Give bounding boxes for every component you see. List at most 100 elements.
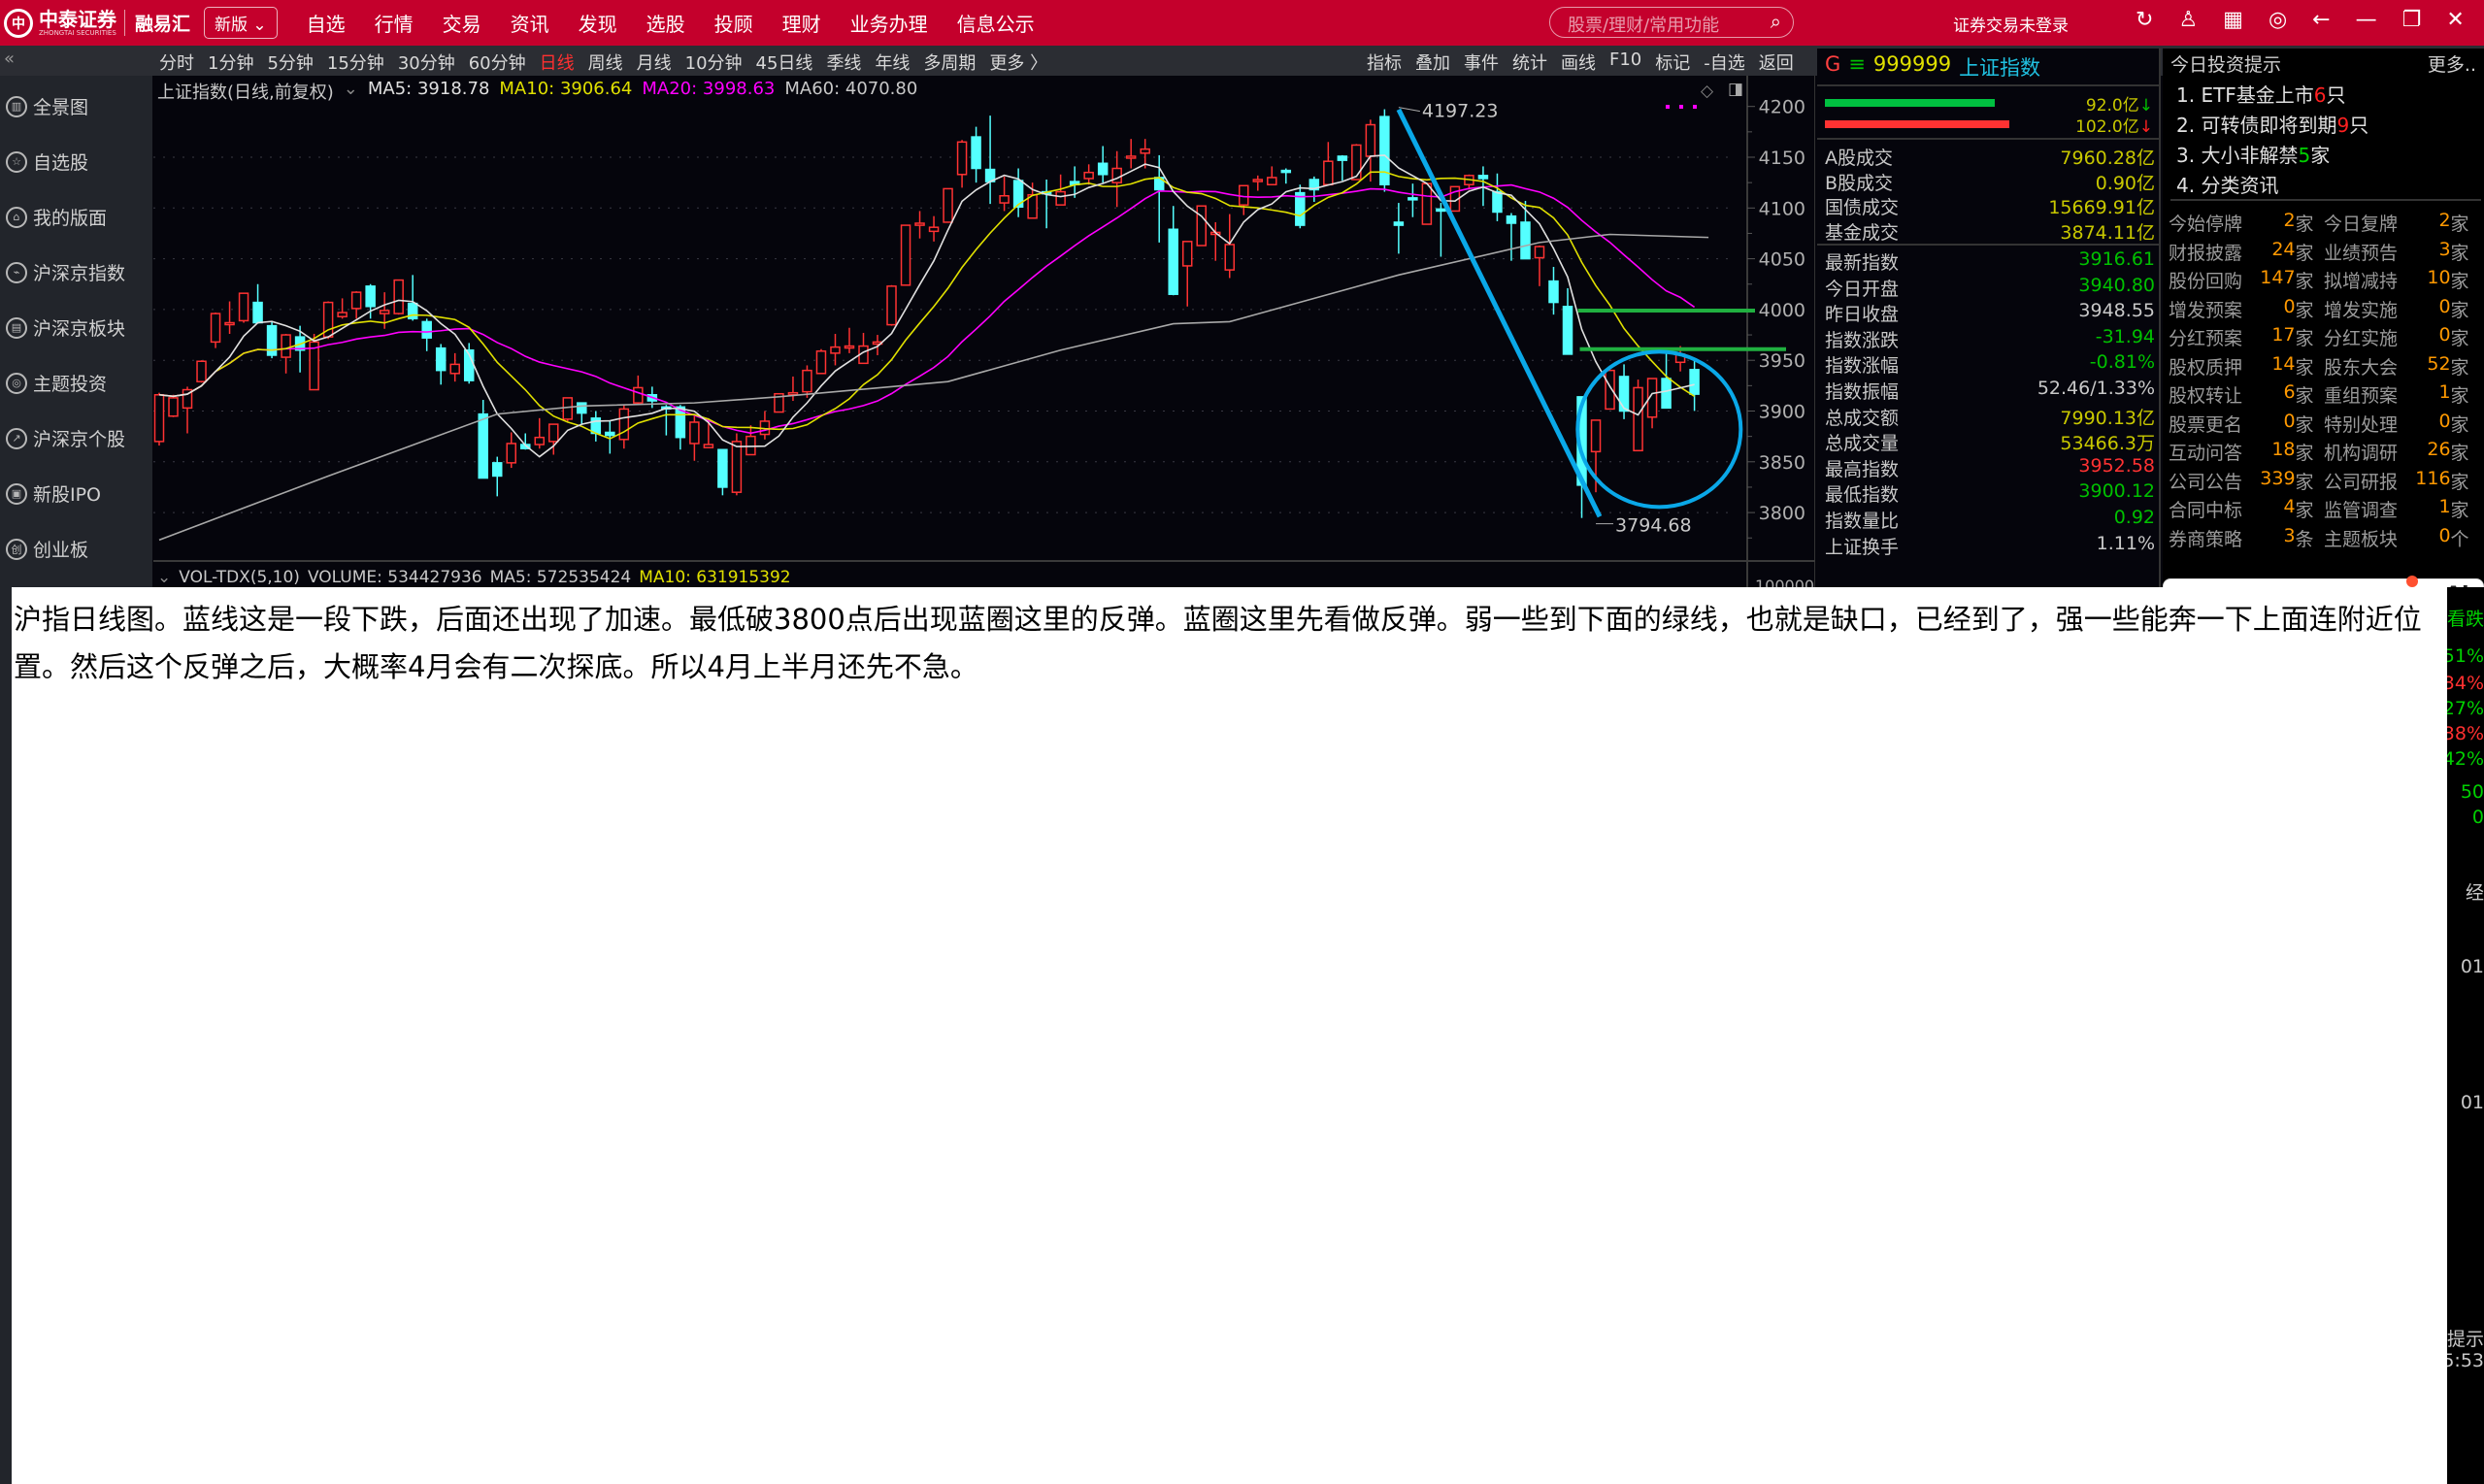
nav-item[interactable]: 投顾 <box>713 13 753 36</box>
period-tab[interactable]: 45日线 <box>755 53 813 74</box>
nav-item[interactable]: 选股 <box>646 13 685 36</box>
event-row[interactable]: 今始停牌 2 家今日复牌 2 家 <box>2169 210 2479 236</box>
close-icon[interactable]: ✕ <box>2446 8 2465 32</box>
period-tab[interactable]: 季线 <box>826 53 862 74</box>
panel-layout-icon[interactable]: ◨ <box>1728 80 1744 99</box>
candle-up <box>1605 369 1615 411</box>
period-tab[interactable]: 多周期 <box>923 53 977 74</box>
restore-icon[interactable]: ❐ <box>2401 8 2422 32</box>
layout-grid-icon[interactable]: ▦ <box>2223 8 2243 32</box>
event-row[interactable]: 股份回购 147 家拟增减持 10 家 <box>2169 267 2479 293</box>
event-unit: 家 <box>2295 214 2314 235</box>
event-label: 券商策略 <box>2169 528 2243 550</box>
period-tab[interactable]: 月线 <box>636 53 672 74</box>
sidebar-item[interactable]: ▤ 沪深京板块 <box>6 314 125 341</box>
nav-item[interactable]: 行情 <box>374 13 414 36</box>
chart-tool-button[interactable]: -自选 <box>1704 53 1745 74</box>
sidebar-item[interactable]: ▥ 全景图 <box>6 93 88 119</box>
period-tab[interactable]: 1分钟 <box>208 53 254 74</box>
volume-toggle-icon[interactable]: ⌄ <box>157 568 172 587</box>
chart-tool-button[interactable]: 标记 <box>1655 53 1691 74</box>
login-status[interactable]: 证券交易未登录 <box>1953 16 2069 36</box>
tip-item[interactable]: 4. 分类资讯 <box>2176 170 2278 198</box>
minimize-icon[interactable]: — <box>2355 8 2377 32</box>
turnover-row: 国债成交 15669.91亿 <box>1825 193 2155 220</box>
event-unit: 家 <box>2450 413 2469 436</box>
period-tab[interactable]: 30分钟 <box>397 53 455 74</box>
period-tab[interactable]: 15分钟 <box>326 53 384 74</box>
settings-icon[interactable]: ◎ <box>2268 8 2288 32</box>
event-label: 财报披露 <box>2169 242 2243 264</box>
candlestick-chart[interactable]: 4200 4150 4100 4050 4000 3950 3900 3850 3800 4197… <box>153 76 1815 587</box>
event-unit: 个 <box>2450 528 2469 550</box>
period-tab[interactable]: 5分钟 <box>267 53 314 74</box>
row-label: 最低指数 <box>1825 484 1900 507</box>
nav-item[interactable]: 理财 <box>781 13 821 36</box>
menu-icon[interactable]: ≡ <box>1848 52 1866 76</box>
event-row[interactable]: 股权质押 14 家股东大会 52 家 <box>2169 353 2479 379</box>
chart-tool-button[interactable]: 事件 <box>1464 53 1499 74</box>
period-tab[interactable]: 周线 <box>587 53 623 74</box>
tip-count: 9 <box>2336 114 2350 137</box>
clipped-text: 提示 <box>2447 1329 2484 1350</box>
tip-item[interactable]: 1. ETF基金上市6只 <box>2176 80 2346 108</box>
event-unit: 家 <box>2450 242 2469 264</box>
event-row[interactable]: 合同中标 4 家监管调查 1 家 <box>2169 496 2479 522</box>
sidebar-item[interactable]: ◎ 主题投资 <box>6 370 107 396</box>
logo-text: 中泰证券 <box>39 7 116 31</box>
row-label: 指数涨跌 <box>1825 329 1900 351</box>
chart-tool-button[interactable]: 画线 <box>1561 53 1596 74</box>
nav-item[interactable]: 业务办理 <box>849 13 928 36</box>
nav-item[interactable]: 自选 <box>306 13 346 36</box>
event-row[interactable]: 公司公告 339 家公司研报 116 家 <box>2169 468 2479 494</box>
annotation-note[interactable]: 沪指日线图。蓝线这是一段下跌，后面还出现了加速。最低破3800点后出现蓝圈这里的… <box>12 587 2447 1484</box>
more-link[interactable]: 更多.. <box>2427 54 2476 76</box>
event-row[interactable]: 券商策略 3 条主题板块 0 个 <box>2169 525 2479 551</box>
event-row[interactable]: 增发预案 0 家增发实施 0 家 <box>2169 296 2479 322</box>
nav-item[interactable]: 资讯 <box>510 13 549 36</box>
chart-tool-button[interactable]: F10 <box>1609 49 1642 70</box>
search-input[interactable]: 股票/理财/常用功能 ⌕ <box>1549 7 1794 38</box>
event-row[interactable]: 互动问答 18 家机构调研 26 家 <box>2169 439 2479 465</box>
ma60-value: MA60: 4070.80 <box>784 79 918 99</box>
sidebar-item[interactable]: 创创业板 <box>6 536 88 562</box>
sidebar-item[interactable]: ⌂ 我的版面 <box>6 204 107 230</box>
period-tab[interactable]: 年线 <box>875 53 911 74</box>
chart-tool-button[interactable]: 指标 <box>1367 53 1402 74</box>
chart-tool-button[interactable]: 叠加 <box>1415 53 1450 74</box>
event-label: 重组预案 <box>2324 385 2399 407</box>
tip-item[interactable]: 2. 可转债即将到期9只 <box>2176 110 2368 138</box>
event-row[interactable]: 股票更名 0 家特别处理 0 家 <box>2169 411 2479 437</box>
nav-item[interactable]: 交易 <box>442 13 481 36</box>
dropdown-circle-icon[interactable]: ⌄ <box>343 79 358 99</box>
chart-tool-button[interactable]: 返回 <box>1758 53 1794 74</box>
diamond-icon[interactable]: ◇ <box>1701 82 1714 101</box>
nav-item[interactable]: 信息公示 <box>956 13 1035 36</box>
tip-item[interactable]: 3. 大小非解禁5家 <box>2176 140 2330 168</box>
sidebar-item[interactable]: ⌁ 沪深京指数 <box>6 259 125 285</box>
search-icon[interactable]: ⌕ <box>1770 10 1781 33</box>
candle-down <box>1618 376 1630 412</box>
period-tab[interactable]: 日线 <box>539 53 575 74</box>
stat-row: 最高指数 3952.58 <box>1825 455 2155 482</box>
candle-up <box>928 226 940 233</box>
refresh-icon[interactable]: ↻ <box>2136 8 2154 32</box>
period-tab[interactable]: 60分钟 <box>468 53 526 74</box>
period-tab[interactable]: 分时 <box>159 53 194 74</box>
nav-item[interactable]: 发现 <box>578 13 617 36</box>
sidebar-item[interactable]: ☆ 自选股 <box>6 148 88 175</box>
period-tab[interactable]: 更多 〉 <box>989 53 1048 74</box>
period-tab[interactable]: 10分钟 <box>684 53 743 74</box>
back-arrow-icon[interactable]: ← <box>2312 8 2331 32</box>
chart-tool-button[interactable]: 统计 <box>1512 53 1547 74</box>
collapse-sidebar-icon[interactable]: « <box>4 49 16 69</box>
skin-icon[interactable]: ♙ <box>2178 8 2199 32</box>
event-row[interactable]: 财报披露 24 家业绩预告 3 家 <box>2169 239 2479 265</box>
sidebar-item-label: 全景图 <box>33 97 89 118</box>
event-row[interactable]: 股权转让 6 家重组预案 1 家 <box>2169 381 2479 408</box>
sidebar-item[interactable]: ↗ 沪深京个股 <box>6 425 125 451</box>
sidebar-item[interactable]: ▣ 新股IPO <box>6 480 101 507</box>
event-label: 股权质押 <box>2169 356 2243 379</box>
version-select[interactable]: 新版 ⌄ <box>204 7 278 39</box>
event-row[interactable]: 分红预案 17 家分红实施 0 家 <box>2169 324 2479 350</box>
